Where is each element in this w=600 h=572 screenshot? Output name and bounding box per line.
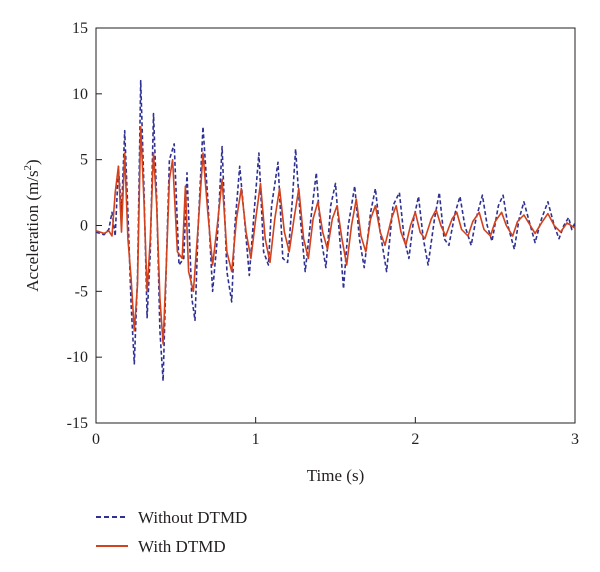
y-tick-label: 0	[80, 218, 88, 235]
y-tick-label: 5	[80, 152, 88, 169]
y-tick-label: -15	[67, 415, 88, 432]
y-axis-title-close: )	[23, 159, 42, 165]
y-axis-title-text: Acceleration (m/s	[23, 170, 42, 291]
axis-ticks: 0 1 2 3 15 10 5 0 -5 -10 -15	[67, 20, 579, 448]
y-tick-label: -5	[75, 283, 88, 300]
y-axis-title: Acceleration (m/s2)	[22, 159, 42, 291]
y-axis-title-superscript: 2	[22, 165, 34, 171]
series-line-with-dtmd	[95, 126, 576, 345]
x-tick-label: 2	[411, 431, 419, 448]
legend-label-without-dtmd: Without DTMD	[138, 508, 247, 527]
x-tick-label: 1	[252, 431, 260, 448]
y-tick-label: 10	[72, 86, 88, 103]
plot-series	[95, 79, 576, 382]
y-tick-label: 15	[72, 20, 88, 37]
x-axis-title: Time (s)	[307, 466, 364, 485]
legend: Without DTMD With DTMD	[96, 508, 247, 556]
y-tick-label: -10	[67, 349, 88, 366]
x-tick-label: 3	[571, 431, 579, 448]
x-tick-label: 0	[92, 431, 100, 448]
legend-label-with-dtmd: With DTMD	[138, 537, 226, 556]
